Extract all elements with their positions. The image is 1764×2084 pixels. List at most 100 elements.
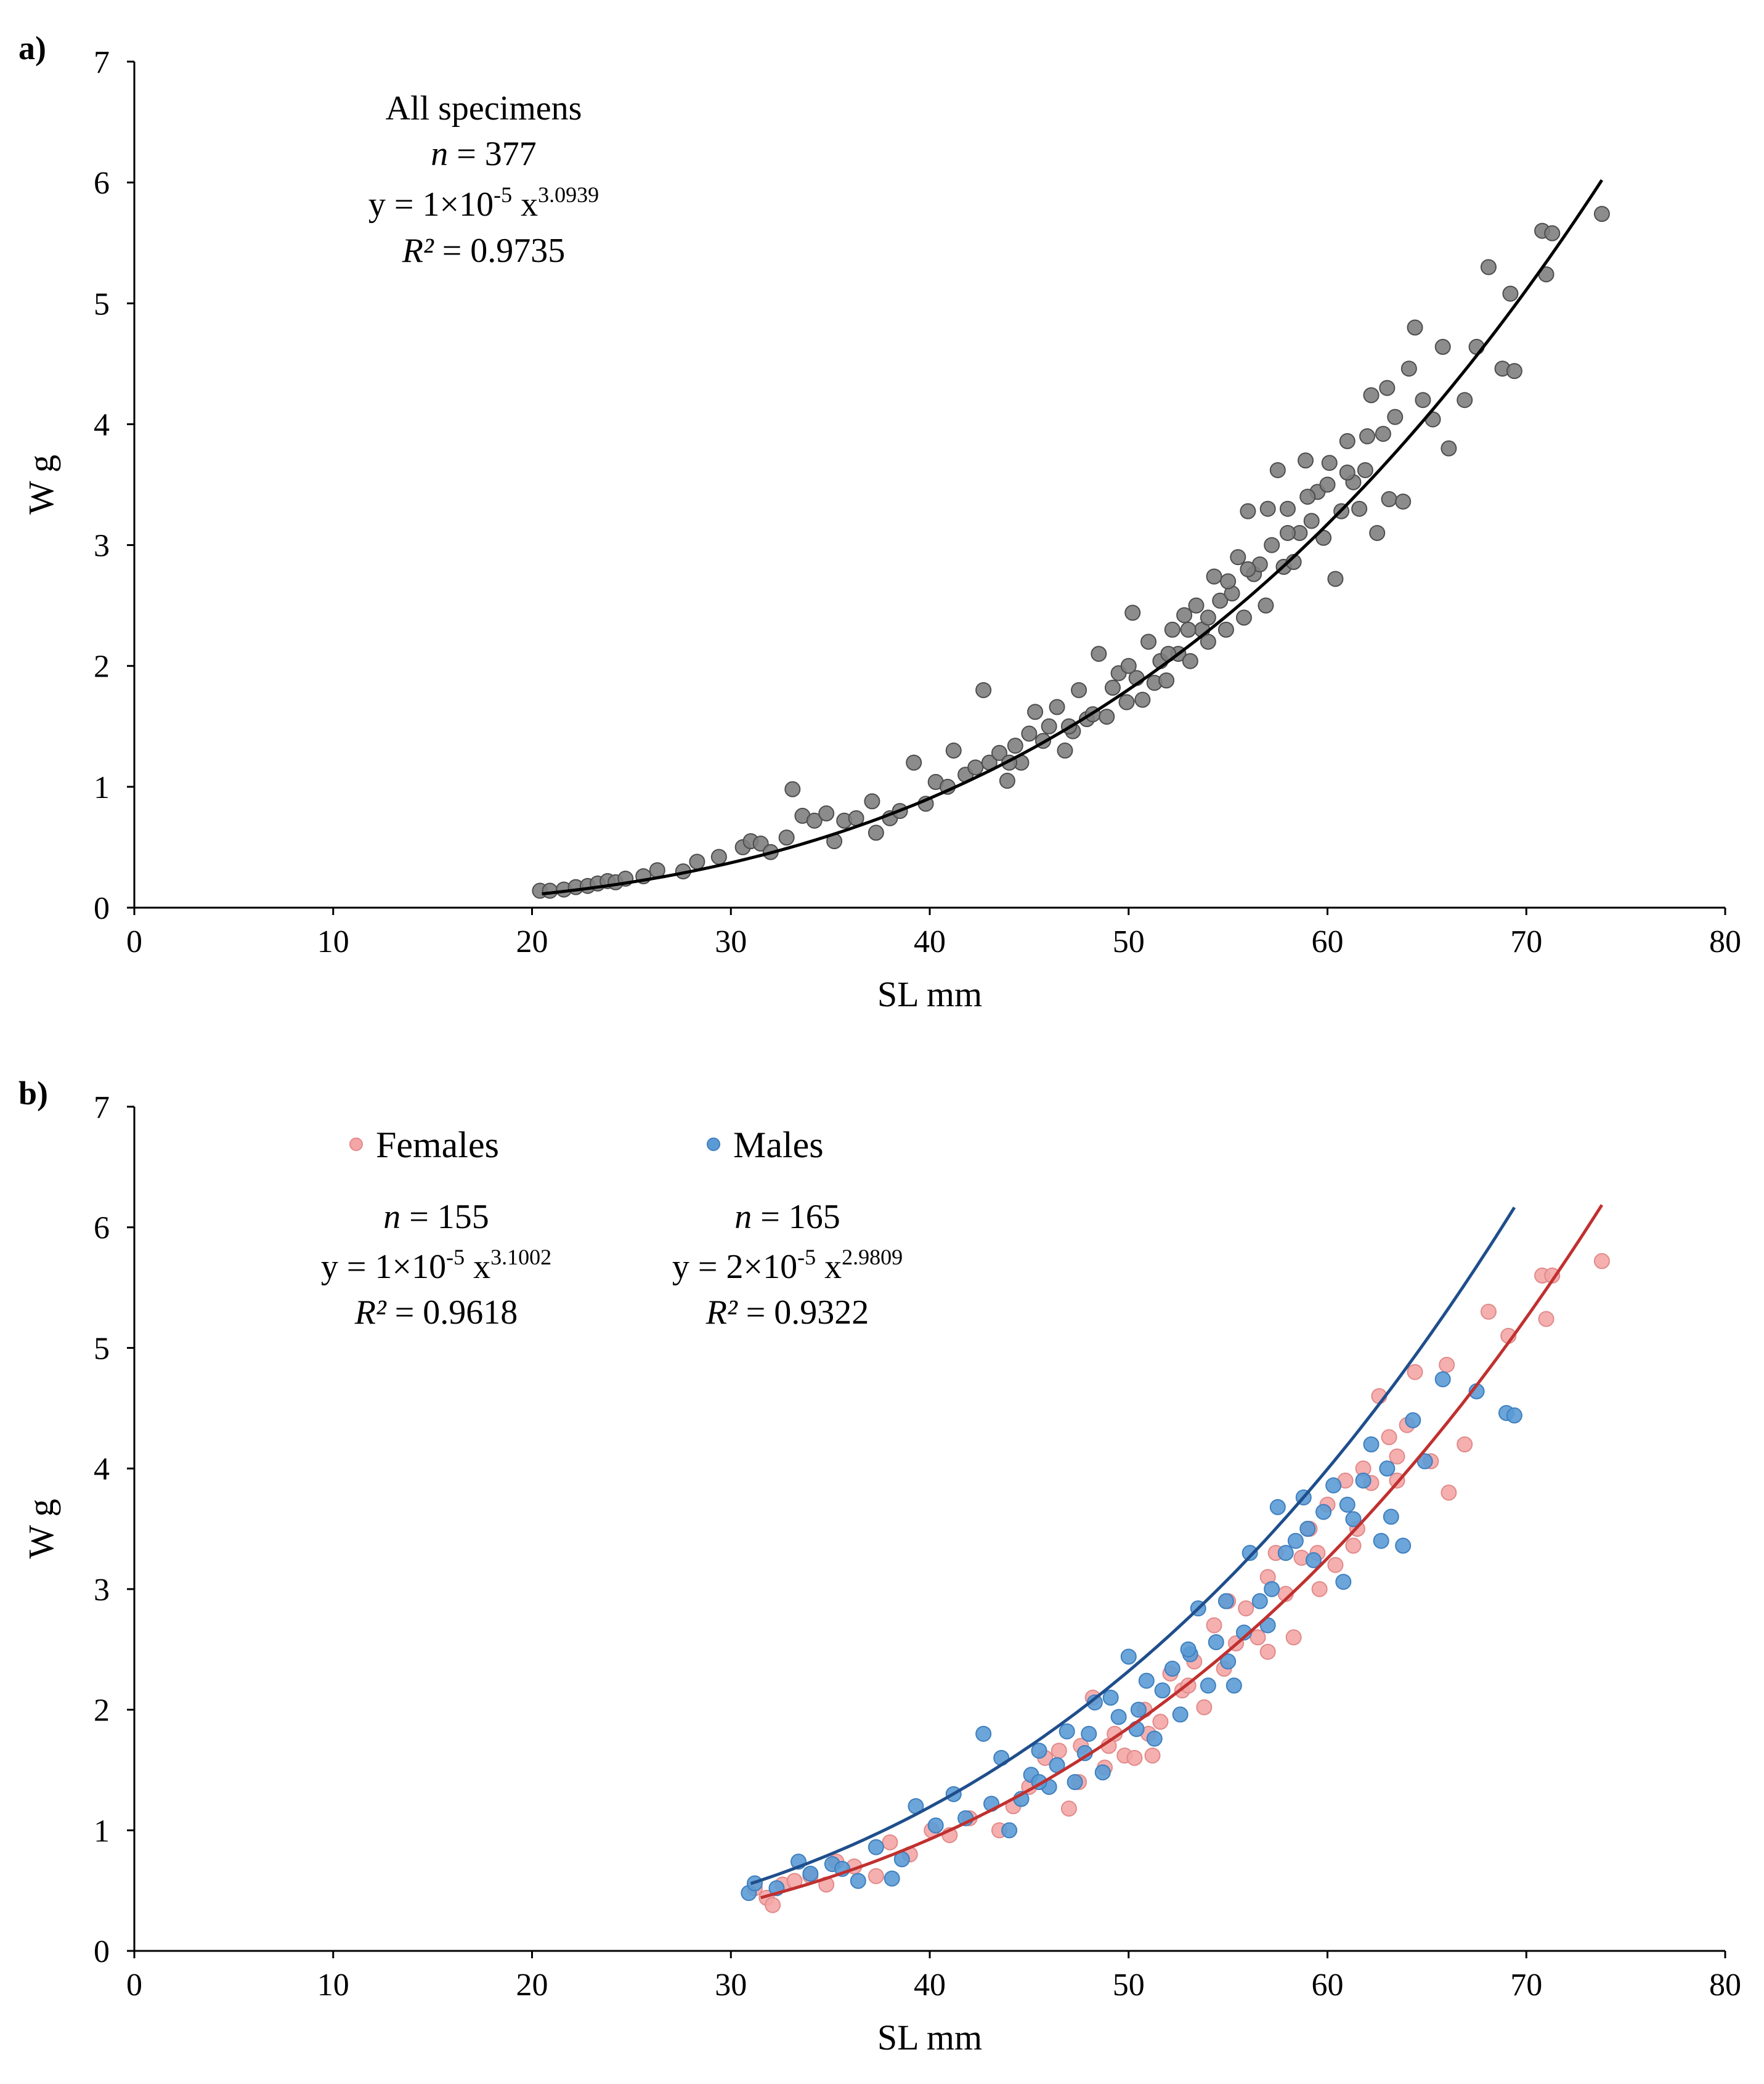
data-point (1182, 653, 1198, 669)
data-point (1339, 464, 1356, 481)
females-n-value: = 155 (400, 1198, 489, 1236)
panel-b: b) 0 10 20 30 40 50 60 70 80 0 1 2 3 4 5 6 7 SL mm W g Femal… (18, 1075, 1741, 2058)
data-point (1544, 225, 1561, 242)
series-females-points (746, 1253, 1610, 1913)
data-point (1373, 1532, 1389, 1549)
females-equation-part-3: 3.1002 (490, 1245, 551, 1269)
data-point (1357, 462, 1373, 478)
data-point (1593, 1253, 1610, 1269)
males-equation: y = 2×10-5 x2.9809 (672, 1245, 903, 1286)
data-point (1355, 1472, 1372, 1489)
data-point (1057, 743, 1073, 759)
data-point (1251, 1593, 1268, 1610)
data-point (1144, 1747, 1161, 1764)
data-point (1071, 682, 1087, 698)
data-point (1164, 1661, 1181, 1677)
data-point (1279, 500, 1296, 517)
data-point (850, 1873, 866, 1889)
fit-curve-females (760, 1204, 1604, 1900)
data-point (1315, 1504, 1332, 1520)
data-point (1457, 1436, 1473, 1452)
y-tick-label: 7 (94, 1090, 110, 1125)
females-equation: y = 1×10-5 x3.1002 (321, 1245, 551, 1286)
data-point (1060, 1801, 1077, 1817)
data-point (1027, 704, 1044, 720)
data-point (1321, 455, 1338, 471)
data-point (1303, 513, 1320, 529)
fit-curve-all-specimens (542, 179, 1603, 896)
y-tick-label: 2 (94, 649, 110, 685)
data-point (1339, 1496, 1356, 1513)
legend-males-label: Males (733, 1125, 824, 1165)
males-equation-part-2: x (816, 1248, 842, 1286)
data-point (1287, 1532, 1304, 1549)
males-r2: R² = 0.9322 (705, 1293, 869, 1332)
data-point (1180, 1641, 1197, 1658)
data-point (818, 805, 835, 822)
data-point (1220, 1653, 1237, 1670)
data-point (1480, 1303, 1497, 1320)
data-point (1375, 426, 1391, 442)
x-axis-label: SL mm (877, 974, 982, 1014)
males-n: n = 165 (734, 1198, 840, 1236)
data-point (1120, 1648, 1137, 1665)
data-point (1021, 725, 1038, 742)
data-point (1327, 1557, 1344, 1573)
annotation-equation-part-2: x (512, 185, 538, 224)
y-tick-label: 4 (94, 407, 110, 442)
data-point (1405, 1412, 1421, 1428)
series-males-points (741, 1371, 1522, 1902)
data-point (1269, 462, 1286, 478)
data-point (1154, 1682, 1171, 1699)
data-point (1434, 338, 1451, 355)
females-n: n = 155 (383, 1198, 489, 1236)
data-point (1315, 529, 1332, 546)
data-point (1305, 1552, 1322, 1568)
data-point (1102, 1690, 1119, 1706)
data-point (1007, 738, 1023, 754)
males-r2-value: = 0.9322 (738, 1293, 869, 1332)
data-point (1339, 433, 1356, 449)
annotation-r2-value: = 0.9735 (434, 232, 566, 270)
data-point (1242, 1545, 1258, 1561)
data-point (868, 824, 884, 841)
data-point (1389, 1448, 1405, 1465)
data-point (806, 812, 823, 829)
data-point (1176, 607, 1193, 624)
data-point (1240, 561, 1256, 577)
data-point (1238, 1600, 1254, 1617)
data-point (1506, 1407, 1522, 1424)
data-point (1381, 491, 1397, 508)
data-point (1041, 718, 1057, 735)
panel-a: a) 0 10 20 30 40 50 60 70 80 0 1 2 3 4 5 6 7 SL mm W g All s… (18, 30, 1741, 1014)
annotation-title: All specimens (386, 89, 582, 128)
data-point (1217, 621, 1234, 638)
data-point (778, 829, 795, 846)
females-equation-part-1: -5 (446, 1245, 465, 1269)
y-tick-label: 0 (94, 1934, 110, 1969)
y-tick-label: 4 (94, 1452, 110, 1487)
females-n-label: n (383, 1198, 400, 1236)
data-point (1180, 621, 1197, 638)
data-point (1091, 646, 1107, 662)
panel-label: b) (18, 1075, 48, 1112)
x-tick-label: 20 (516, 1968, 548, 2003)
annotation-n-label: n (431, 135, 448, 173)
data-point (1325, 1477, 1342, 1494)
data-point (1240, 503, 1256, 519)
data-point (1230, 549, 1246, 566)
panel-label: a) (18, 30, 46, 67)
data-point (864, 793, 880, 810)
males-equation-part-3: 2.9809 (842, 1245, 903, 1269)
data-point (1051, 1743, 1067, 1759)
data-point (1172, 1706, 1189, 1723)
data-point (1269, 1499, 1286, 1515)
data-point (1434, 1371, 1451, 1388)
data-point (1441, 1484, 1457, 1501)
y-tick-label: 0 (94, 891, 110, 926)
data-point (1502, 285, 1519, 302)
data-point (1395, 1537, 1412, 1554)
data-point (1118, 694, 1135, 710)
data-point (975, 682, 992, 698)
y-tick-label: 3 (94, 529, 110, 564)
